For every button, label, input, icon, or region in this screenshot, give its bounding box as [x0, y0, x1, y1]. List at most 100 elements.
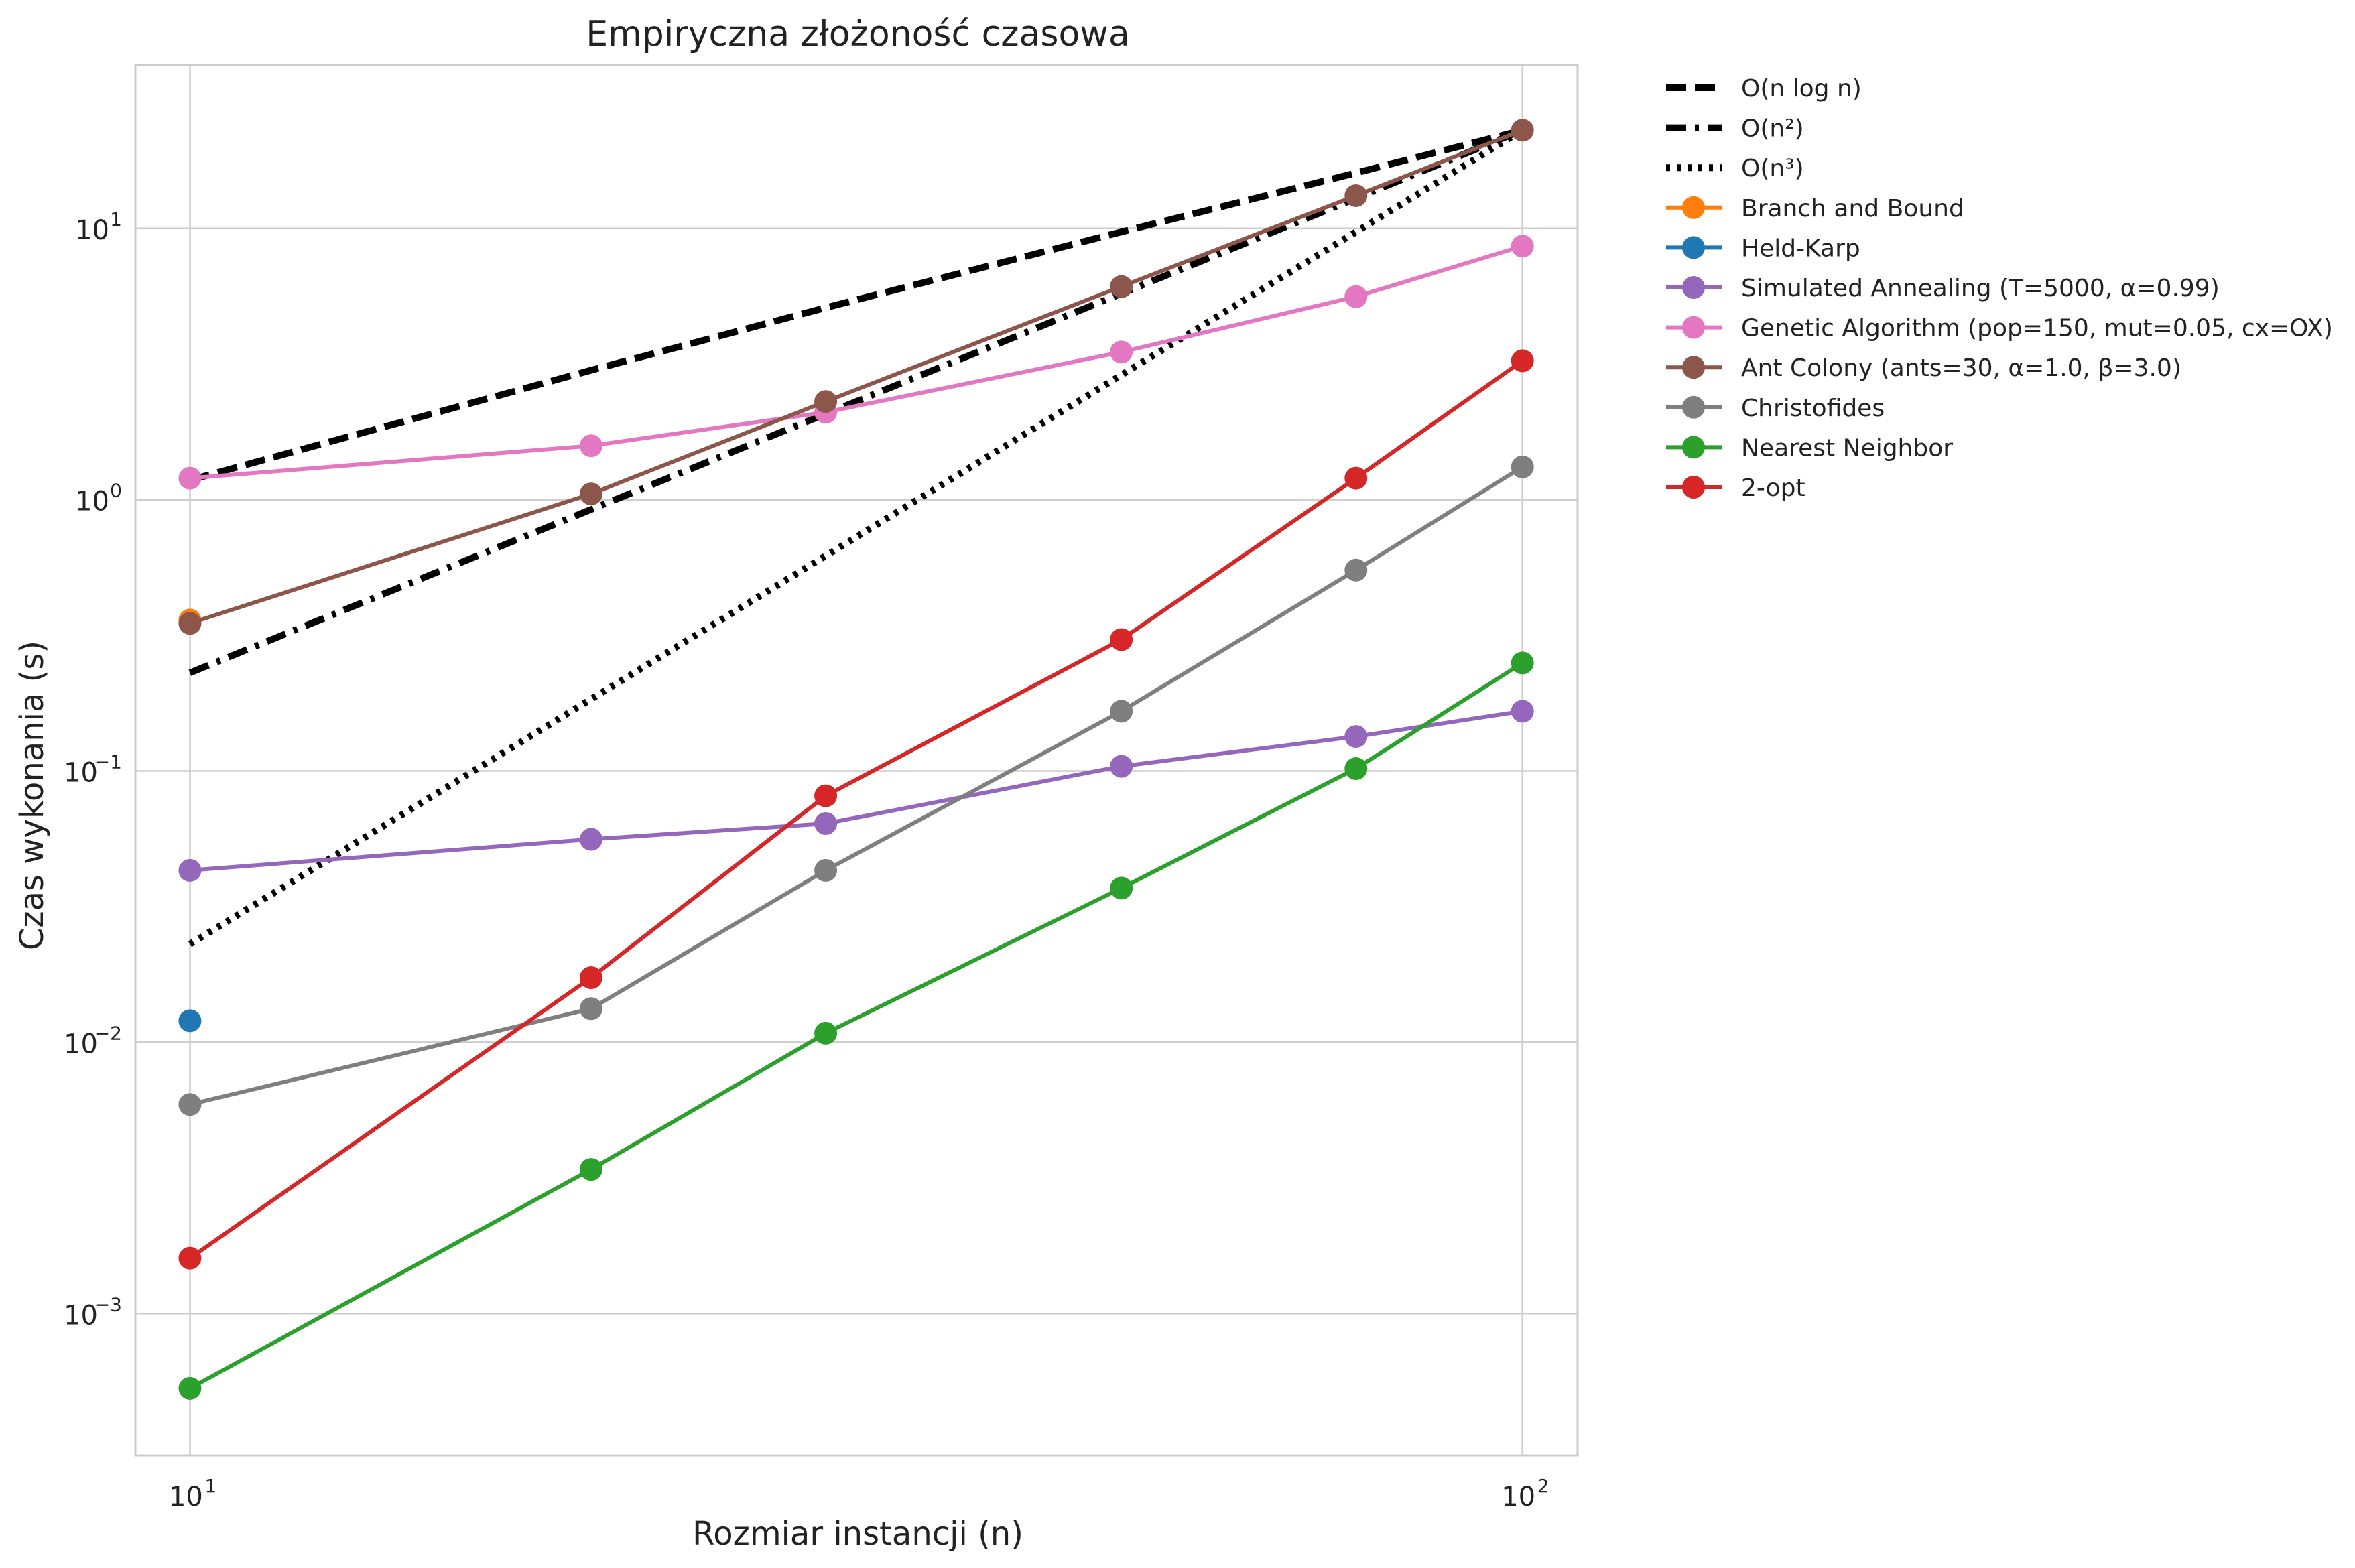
legend-marker [1682, 276, 1705, 299]
y-tick-exponent: 1 [110, 208, 122, 231]
legend-marker [1682, 476, 1705, 499]
data-point [1110, 876, 1133, 900]
legend-marker [1682, 316, 1705, 339]
legend-marker [1682, 436, 1705, 459]
series-5 [178, 700, 1534, 882]
legend-marker [1682, 356, 1705, 379]
data-point [1511, 349, 1534, 373]
series-layer [178, 119, 1534, 1400]
x-tick-base: 10 [1501, 1482, 1535, 1512]
x-axis-ticks: 10 1 10 2 [169, 1475, 1549, 1512]
data-point [579, 828, 602, 851]
legend-item: Christofides [1666, 395, 1885, 422]
legend-label: Held-Karp [1741, 235, 1860, 262]
data-point [579, 434, 602, 458]
data-point [178, 858, 202, 882]
plot-area [134, 64, 1579, 1457]
series-9 [178, 651, 1534, 1400]
y-tick-label: 010 [75, 480, 122, 517]
series-10 [178, 349, 1534, 1270]
data-point [1110, 755, 1133, 778]
legend-label: Branch and Bound [1741, 195, 1964, 222]
data-point [814, 1021, 838, 1045]
x-tick-exponent: 1 [204, 1475, 216, 1497]
y-tick-exponent: 0 [110, 480, 122, 502]
grid [135, 65, 1578, 1455]
y-tick-base: 10 [64, 758, 98, 789]
legend-item: O(n²) [1666, 115, 1804, 143]
series-line [188, 358, 1524, 1260]
data-point [178, 466, 202, 490]
data-point [1511, 651, 1534, 675]
series-line [190, 709, 1523, 872]
series-0 [189, 127, 1523, 484]
y-tick-label: −110 [64, 751, 122, 789]
legend-label: Christofides [1741, 395, 1885, 422]
data-point [1110, 275, 1133, 298]
data-point [178, 1009, 202, 1033]
data-point [579, 1158, 602, 1181]
data-point [1344, 285, 1368, 308]
series-line [188, 127, 1524, 676]
legend-label: O(n log n) [1741, 75, 1862, 103]
series-line [189, 128, 1523, 626]
legend-item: Genetic Algorithm (pop=150, mut=0.05, cx… [1666, 315, 2333, 342]
legend-label: O(n³) [1741, 155, 1804, 182]
x-axis-label: Rozmiar instancji (n) [692, 1515, 1023, 1553]
legend-item: 2-opt [1666, 474, 1805, 502]
legend-label: O(n²) [1741, 115, 1804, 143]
y-tick-exponent: −1 [94, 751, 122, 773]
y-tick-label: −210 [64, 1022, 122, 1059]
data-point [814, 390, 838, 413]
legend-label: 2-opt [1741, 474, 1805, 502]
legend-marker [1682, 196, 1705, 219]
data-point [1344, 184, 1368, 207]
x-tick-label: 10 1 [169, 1475, 216, 1512]
y-tick-base: 10 [75, 215, 109, 246]
data-point [1511, 455, 1534, 478]
data-point [178, 1246, 202, 1270]
series-2 [188, 127, 1525, 948]
legend-label: Simulated Annealing (T=5000, α=0.99) [1741, 275, 2220, 302]
legend-marker [1682, 236, 1705, 259]
y-tick-base: 10 [64, 1300, 98, 1331]
legend-item: Branch and Bound [1666, 195, 1964, 222]
series-4 [178, 1009, 202, 1033]
legend-label: Nearest Neighbor [1741, 434, 1953, 462]
legend: O(n log n) O(n²) O(n³) Branch and Bound Held… [1666, 75, 2333, 502]
legend-label: Ant Colony (ants=30, α=1.0, β=3.0) [1741, 354, 2181, 382]
series-1 [188, 127, 1524, 676]
data-point [1511, 119, 1534, 142]
x-tick-label: 10 2 [1501, 1475, 1549, 1512]
series-line [190, 244, 1523, 480]
data-point [579, 966, 602, 990]
data-point [1344, 757, 1368, 781]
data-point [1110, 628, 1133, 651]
legend-item: O(n³) [1666, 155, 1804, 182]
chart-title: Empiryczna złożoność czasowa [586, 14, 1129, 54]
legend-item: Simulated Annealing (T=5000, α=0.99) [1666, 275, 2220, 302]
data-point [814, 858, 838, 882]
data-point [1110, 340, 1133, 364]
y-tick-base: 10 [64, 1029, 98, 1059]
data-point [1110, 700, 1133, 723]
series-line [188, 661, 1524, 1390]
data-point [1344, 558, 1368, 582]
legend-item: Ant Colony (ants=30, α=1.0, β=3.0) [1666, 354, 2181, 382]
data-point [814, 812, 838, 836]
data-point [1511, 235, 1534, 258]
y-axis-label: Czas wykonania (s) [13, 641, 51, 950]
data-point [1344, 725, 1368, 748]
series-6 [178, 235, 1534, 490]
legend-item: Held-Karp [1666, 235, 1860, 262]
x-tick-base: 10 [169, 1482, 203, 1512]
series-line [188, 127, 1525, 948]
data-point [579, 482, 602, 506]
y-tick-exponent: −3 [94, 1293, 122, 1315]
data-point [178, 1376, 202, 1400]
y-tick-label: 110 [75, 208, 122, 246]
legend-item: O(n log n) [1666, 75, 1862, 103]
series-line [189, 127, 1523, 484]
